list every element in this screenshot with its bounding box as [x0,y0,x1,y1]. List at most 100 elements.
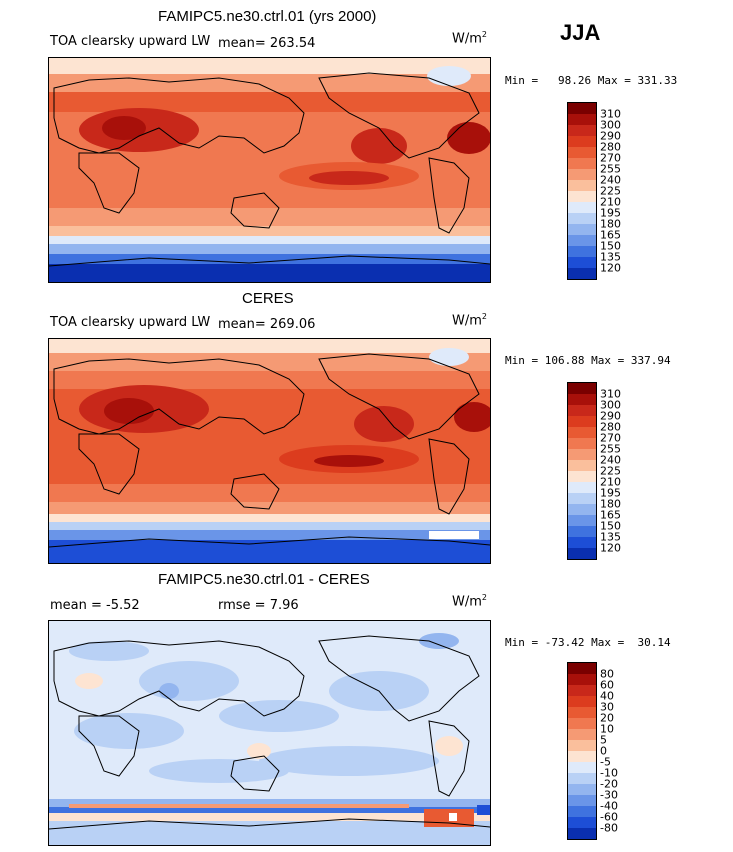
colorbar-tick-label: 165 [600,508,621,522]
colorbar-swatch [568,158,596,169]
colorbar-swatch [568,180,596,191]
panel3-mean: mean = -5.52 [50,598,140,613]
colorbar-swatch [568,114,596,125]
colorbar-swatch [568,762,596,773]
panel2-colorbar [567,382,597,560]
colorbar-swatch [568,548,596,559]
colorbar-swatch [568,383,596,394]
panel2-mean: mean= 269.06 [218,317,316,332]
colorbar-tick-label: 210 [600,475,621,489]
colorbar-swatch [568,674,596,685]
panel3-minmax: Min = -73.42 Max = 30.14 [505,636,671,649]
panel3-title: FAMIPC5.ne30.ctrl.01 - CERES [158,571,370,588]
colorbar-tick-label: 165 [600,228,621,242]
colorbar-swatch [568,806,596,817]
colorbar-tick-label: 135 [600,250,621,264]
colorbar-swatch [568,257,596,268]
colorbar-tick-label: 290 [600,129,621,143]
colorbar-swatch [568,751,596,762]
colorbar-tick-label: 280 [600,140,621,154]
colorbar-tick-label: 180 [600,217,621,231]
colorbar-tick-label: 0 [600,744,607,758]
colorbar-tick-label: -40 [600,799,618,813]
colorbar-tick-label: 120 [600,541,621,555]
colorbar-swatch [568,795,596,806]
panel2-map-field [49,339,490,563]
colorbar-tick-label: -5 [600,755,611,769]
panel1-minmax: Min = 98.26 Max = 331.33 [505,74,678,87]
colorbar-swatch [568,707,596,718]
panel1-units: W/m2 [452,30,487,47]
colorbar-swatch [568,246,596,257]
panel2-units: W/m2 [452,312,487,329]
colorbar-swatch [568,460,596,471]
colorbar-swatch [568,482,596,493]
colorbar-tick-label: 255 [600,162,621,176]
colorbar-tick-label: 195 [600,486,621,500]
colorbar-swatch [568,504,596,515]
panel3-rmse: rmse = 7.96 [218,598,299,613]
colorbar-swatch [568,537,596,548]
colorbar-tick-label: -80 [600,821,618,835]
colorbar-tick-label: -20 [600,777,618,791]
panel3-map-field [49,621,490,845]
colorbar-tick-label: 310 [600,387,621,401]
colorbar-tick-label: 80 [600,667,614,681]
colorbar-swatch [568,449,596,460]
colorbar-tick-label: -30 [600,788,618,802]
colorbar-swatch [568,191,596,202]
colorbar-tick-label: 60 [600,678,614,692]
colorbar-swatch [568,696,596,707]
colorbar-swatch [568,471,596,482]
colorbar-tick-label: 225 [600,464,621,478]
colorbar-swatch [568,773,596,784]
colorbar-swatch [568,784,596,795]
colorbar-tick-label: 5 [600,733,607,747]
colorbar-tick-label: 40 [600,689,614,703]
colorbar-tick-label: 270 [600,151,621,165]
panel1-field-label: TOA clearsky upward LW [50,34,211,49]
colorbar-tick-label: 255 [600,442,621,456]
colorbar-swatch [568,136,596,147]
colorbar-tick-label: 195 [600,206,621,220]
colorbar-swatch [568,438,596,449]
panel1-map [48,57,491,283]
colorbar-tick-label: 280 [600,420,621,434]
colorbar-tick-label: 10 [600,722,614,736]
colorbar-swatch [568,740,596,751]
colorbar-swatch [568,663,596,674]
colorbar-tick-label: 210 [600,195,621,209]
colorbar-tick-label: 290 [600,409,621,423]
colorbar-tick-label: 300 [600,118,621,132]
colorbar-swatch [568,405,596,416]
colorbar-tick-label: 120 [600,261,621,275]
colorbar-swatch [568,213,596,224]
panel2-map [48,338,491,564]
season-label: JJA [560,20,601,45]
panel1-map-field [49,58,490,282]
colorbar-swatch [568,493,596,504]
colorbar-tick-label: 20 [600,711,614,725]
panel2-field-label: TOA clearsky upward LW [50,315,211,330]
colorbar-swatch [568,235,596,246]
colorbar-tick-label: 240 [600,173,621,187]
panel3-colorbar [567,662,597,840]
colorbar-swatch [568,169,596,180]
colorbar-tick-label: 150 [600,239,621,253]
colorbar-tick-label: 180 [600,497,621,511]
colorbar-tick-label: 225 [600,184,621,198]
colorbar-swatch [568,147,596,158]
colorbar-swatch [568,125,596,136]
panel2-minmax: Min = 106.88 Max = 337.94 [505,354,671,367]
colorbar-tick-label: 240 [600,453,621,467]
panel1-mean: mean= 263.54 [218,36,316,51]
colorbar-swatch [568,515,596,526]
colorbar-swatch [568,202,596,213]
panel3-units: W/m2 [452,593,487,610]
colorbar-swatch [568,268,596,279]
colorbar-swatch [568,828,596,839]
colorbar-swatch [568,817,596,828]
colorbar-swatch [568,224,596,235]
colorbar-swatch [568,394,596,405]
colorbar-swatch [568,685,596,696]
